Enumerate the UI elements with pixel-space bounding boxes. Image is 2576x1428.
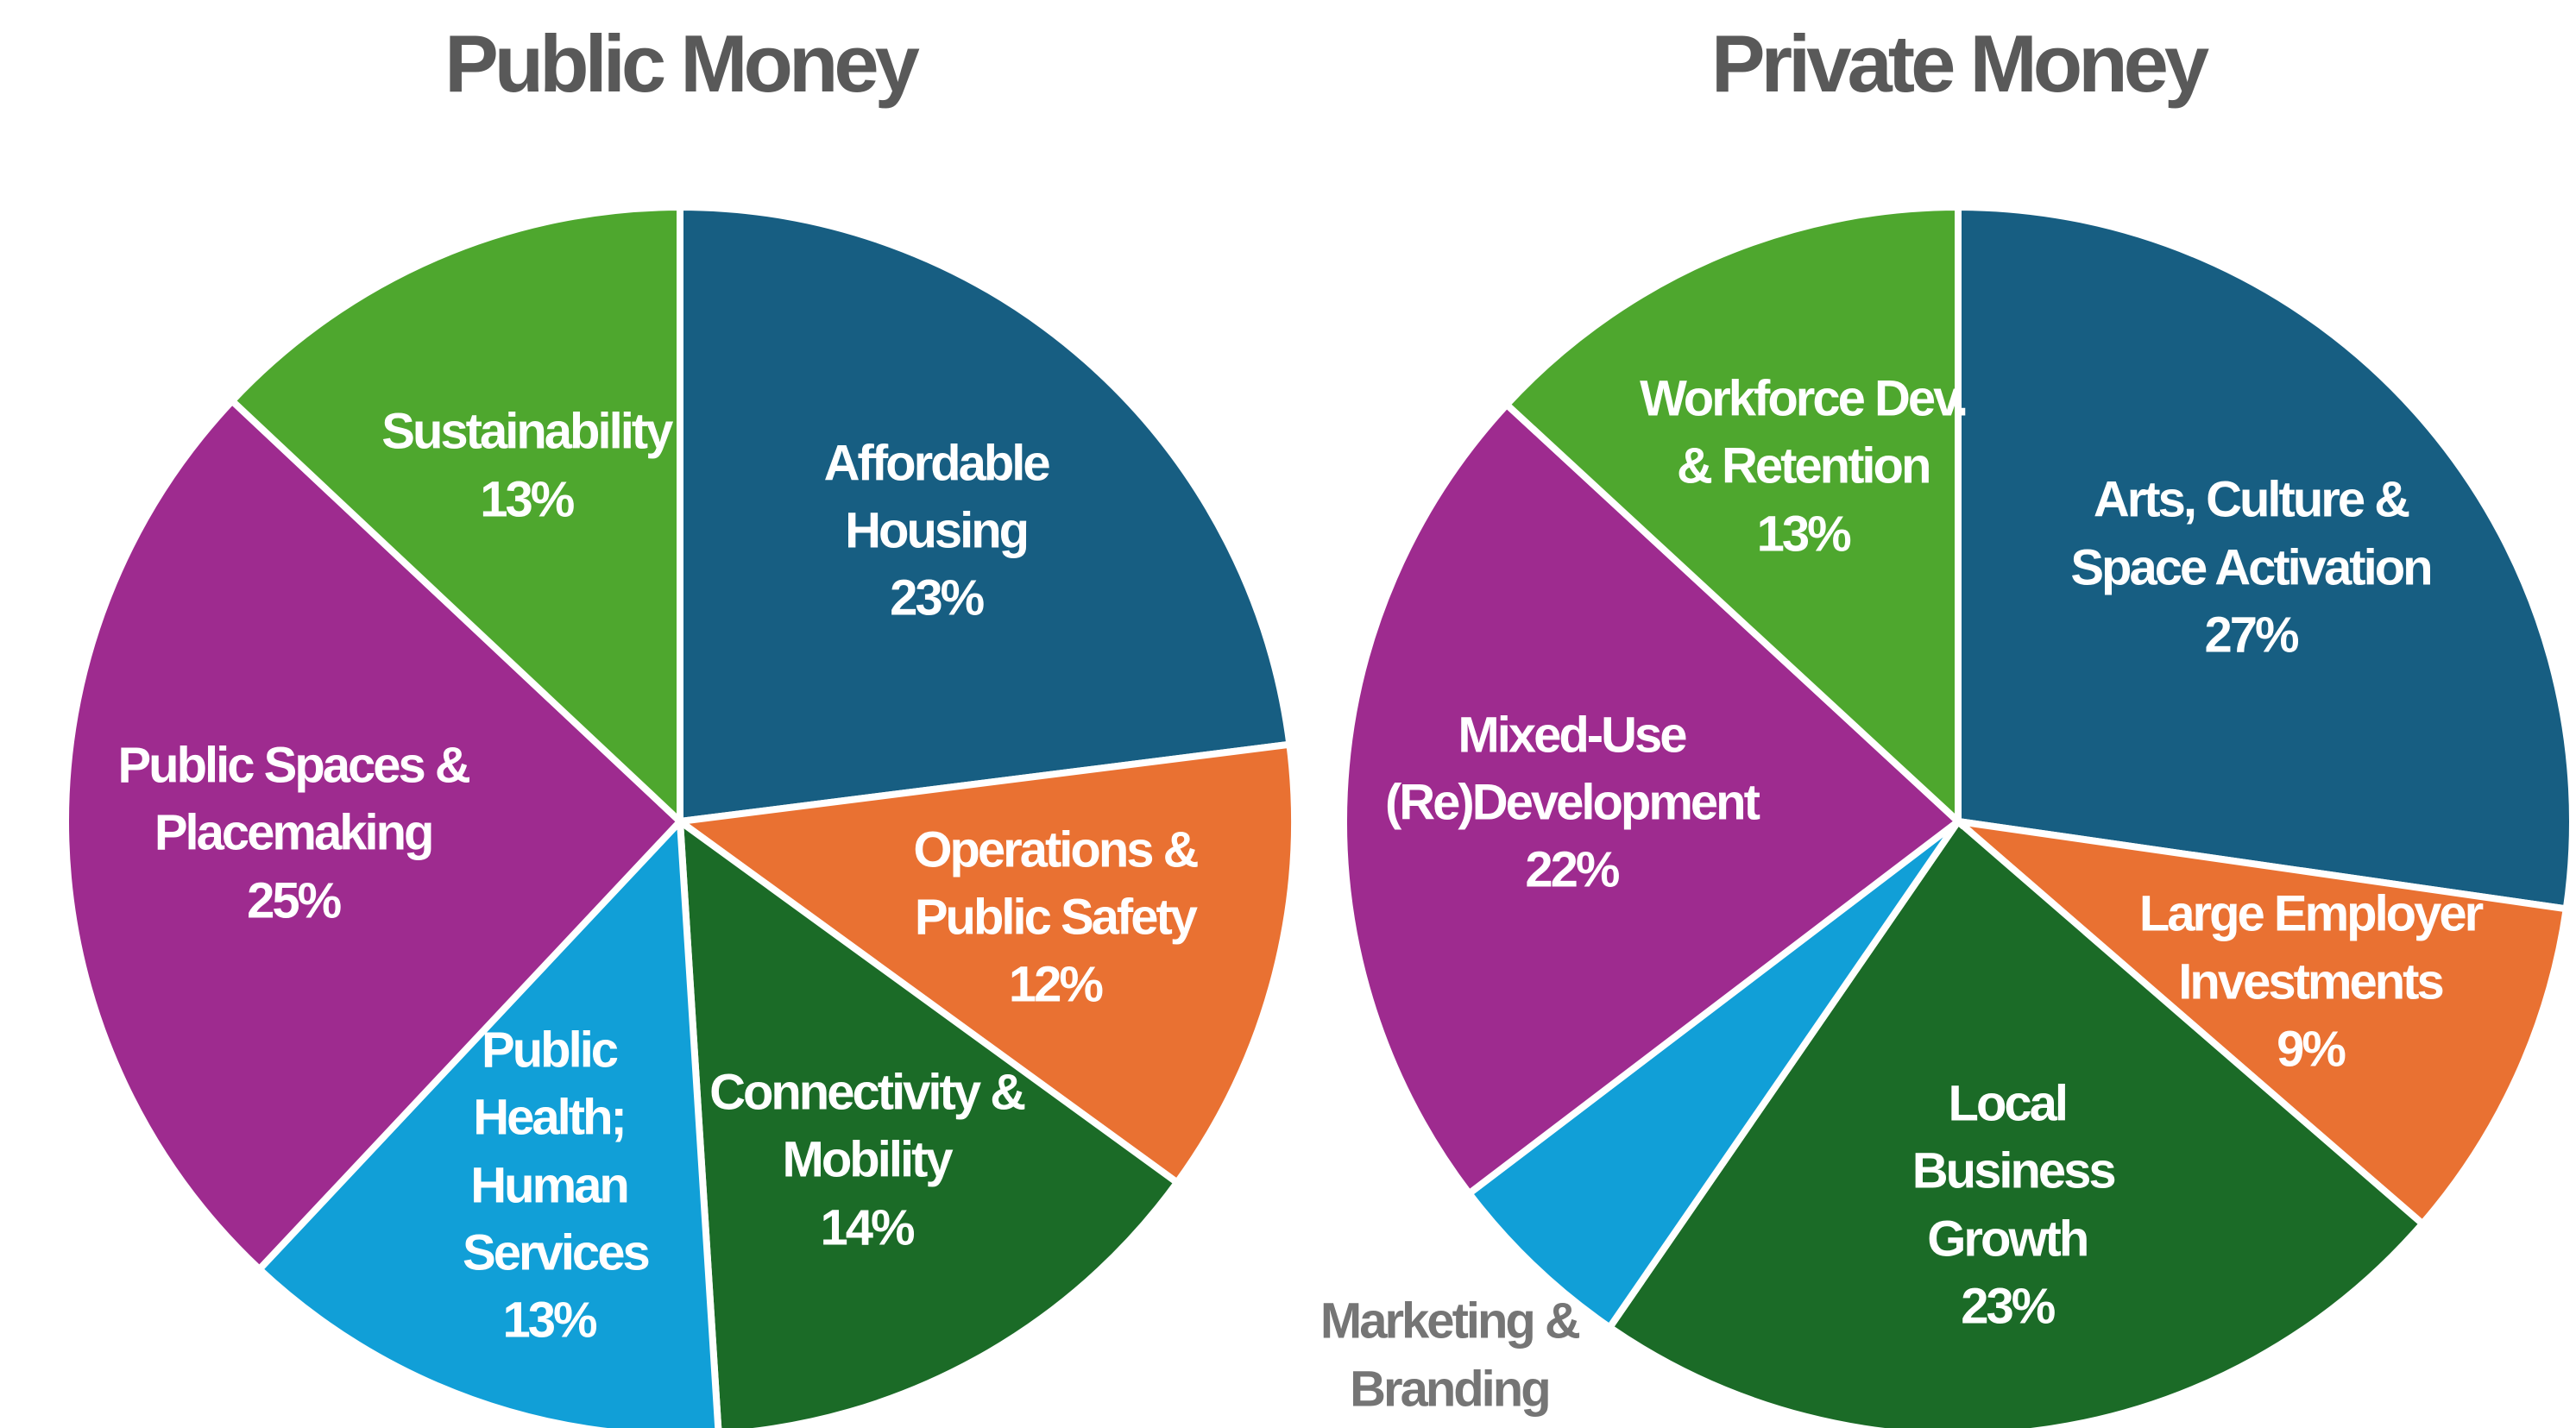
category-label: Connectivity & Mobility [709, 1064, 1026, 1188]
category-label: Public Health; Human Services [463, 1022, 651, 1281]
pie-slice [254, 813, 722, 1428]
category-label: Affordable Housing [823, 435, 1051, 559]
pie-slice [1464, 818, 1962, 1333]
category-label: Local Business Growth [1912, 1075, 2117, 1267]
value-label: 13% [1756, 506, 1852, 563]
slice-label: Mixed-Use (Re)Development 22% [1382, 701, 1761, 904]
slice-label: Sustainability 13% [354, 399, 699, 534]
pie-slice [1502, 203, 1962, 830]
value-label: 9% [2277, 1021, 2346, 1078]
slice-label: Operations & Public Safety 12% [891, 816, 1219, 1019]
value-label: 12% [1008, 956, 1104, 1013]
pie-slice [1340, 399, 1964, 1198]
pie-chart [62, 203, 1298, 1428]
value-label: 22% [1525, 841, 1620, 898]
category-label: Mixed-Use (Re)Development [1384, 707, 1760, 831]
slice-label: Arts, Culture & Space Activation 27% [2044, 467, 2458, 670]
category-label: Sustainability [381, 404, 673, 461]
pie-slice [677, 203, 1294, 826]
value-label: 14% [820, 1199, 916, 1256]
value-label: 13% [480, 471, 575, 528]
slice-label: Connectivity & Mobility 14% [685, 1060, 1048, 1262]
slice-label: Public Spaces & Placemaking 25% [95, 733, 492, 935]
category-label: Workforce Dev. & Retention [1640, 370, 1968, 494]
chart-title: Public Money [444, 18, 920, 109]
value-label: 5% [1307, 1423, 1591, 1428]
slice-label: Public Health; Human Services 13% [463, 1016, 651, 1354]
pie-slice [62, 395, 685, 1274]
pie-slice [1604, 816, 2428, 1428]
value-label: 23% [890, 569, 985, 626]
value-label: 25% [247, 872, 342, 929]
pie-slice [676, 814, 1182, 1428]
pie-slice [227, 203, 683, 830]
category-label: Operations & Public Safety [913, 821, 1199, 946]
slice-label: Local Business Growth 23% [1912, 1070, 2117, 1340]
category-label: Arts, Culture & Space Activation [2070, 471, 2433, 596]
category-label: Large Employer Investments [2138, 885, 2484, 1010]
slice-label: Workforce Dev. & Retention 13% [1617, 366, 1988, 569]
value-label: 23% [1961, 1278, 2056, 1335]
value-label: 27% [2204, 607, 2299, 664]
pie-slice [671, 740, 1298, 1188]
slice-label: Large Employer Investments 9% [2125, 881, 2496, 1084]
pie-slice [1955, 203, 2576, 913]
pie-chart [1340, 203, 2576, 1428]
value-label: 13% [502, 1292, 598, 1349]
slice-label: Marketing & Branding 5% [1307, 1288, 1591, 1428]
category-label: Marketing & Branding [1319, 1293, 1581, 1418]
category-label: Public Spaces & Placemaking [117, 737, 471, 861]
slice-label: Affordable Housing 23% [807, 430, 1066, 632]
pie-slice [1947, 816, 2571, 1229]
chart-title: Private Money [1710, 18, 2209, 109]
